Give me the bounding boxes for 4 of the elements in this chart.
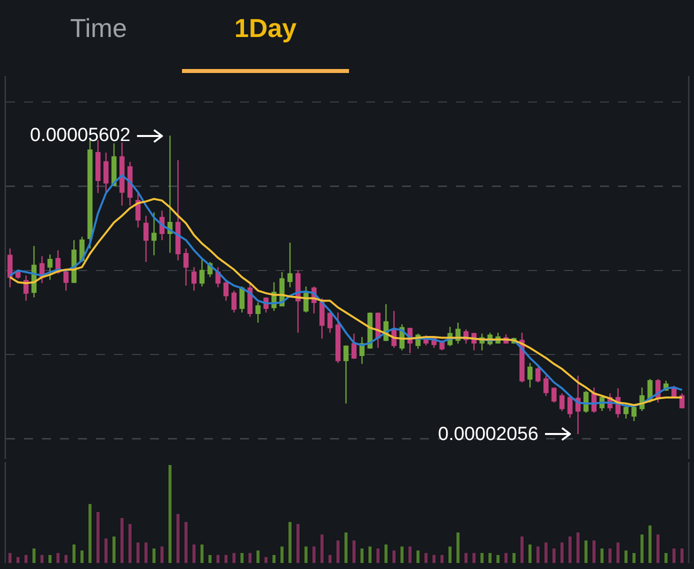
text: Time [69,12,128,45]
annotation: 0.00002056 [438,424,538,445]
text: 1Day [233,12,298,45]
annotation: 0.00005602 [30,125,130,146]
